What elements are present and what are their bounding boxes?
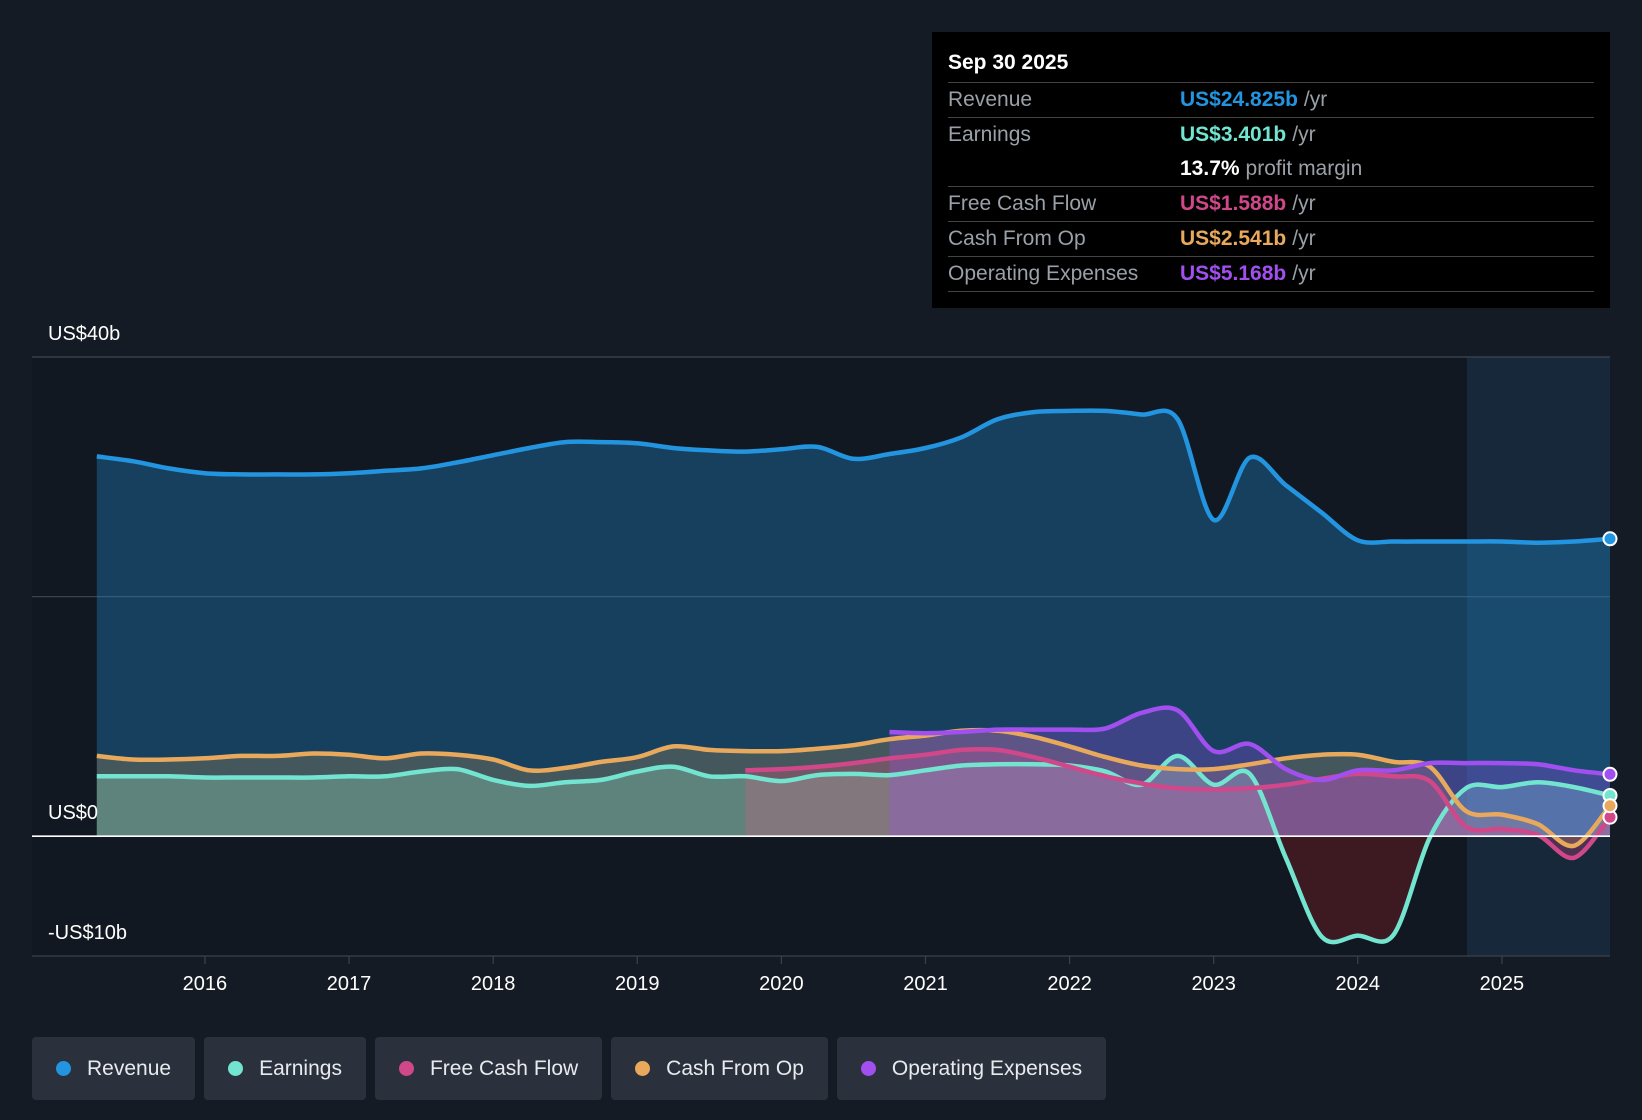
tooltip-unit: /yr bbox=[1292, 227, 1316, 250]
x-tick-label: 2023 bbox=[1191, 973, 1236, 995]
legend: Revenue Earnings Free Cash Flow Cash From O… bbox=[32, 1037, 1107, 1100]
tooltip-row: Cash From Op US$2.541b/yr bbox=[948, 222, 1594, 257]
legend-item[interactable]: Cash From Op bbox=[611, 1037, 828, 1100]
area bbox=[96, 730, 1610, 847]
x-tick-label: 2017 bbox=[327, 973, 372, 995]
tooltip-row: 13.7% profit margin bbox=[948, 152, 1594, 187]
tooltip-label bbox=[948, 152, 1180, 186]
x-tick-label: 2021 bbox=[903, 973, 948, 995]
legend-item[interactable]: Free Cash Flow bbox=[374, 1037, 603, 1100]
line bbox=[745, 746, 1612, 861]
tooltip-value: US$2.541b bbox=[1180, 227, 1287, 250]
tooltip-label: Earnings bbox=[948, 123, 1031, 146]
tooltip-label: Revenue bbox=[948, 88, 1033, 111]
tooltip-unit: /yr bbox=[1303, 88, 1328, 111]
legend-swatch bbox=[635, 1061, 651, 1076]
x-tick-label: 2025 bbox=[1480, 973, 1525, 995]
tooltip-unit: profit margin bbox=[1245, 157, 1363, 180]
tooltip-value: US$3.401b bbox=[1180, 123, 1287, 146]
line bbox=[96, 753, 1611, 945]
tooltip-row: Free Cash Flow US$1.588b/yr bbox=[948, 187, 1594, 222]
x-tick-label: 2016 bbox=[183, 973, 228, 995]
tooltip: Sep 30 2025 Revenue US$24.825b/yr Earnings U… bbox=[932, 32, 1610, 308]
y-tick-label: US$0 bbox=[48, 802, 98, 824]
area bbox=[96, 410, 1610, 837]
tooltip-row: Operating Expenses US$5.168b/yr bbox=[948, 257, 1594, 292]
x-tick-label: 2024 bbox=[1336, 973, 1381, 995]
tooltip-unit: /yr bbox=[1292, 192, 1316, 215]
area-negative bbox=[1277, 836, 1431, 943]
legend-label: Earnings bbox=[259, 1056, 342, 1080]
tooltip-label: Operating Expenses bbox=[948, 262, 1139, 285]
line bbox=[96, 408, 1611, 545]
tooltip-value: US$24.825b bbox=[1180, 88, 1298, 111]
tooltip-value: US$1.588b bbox=[1180, 192, 1287, 215]
legend-swatch bbox=[228, 1061, 244, 1076]
y-tick-label: US$40b bbox=[48, 323, 120, 345]
legend-swatch bbox=[398, 1061, 414, 1076]
tooltip-row: Earnings US$3.401b/yr bbox=[948, 118, 1594, 152]
tooltip-row: Revenue US$24.825b/yr bbox=[948, 83, 1594, 118]
x-tick-label: 2022 bbox=[1047, 973, 1092, 995]
legend-label: Free Cash Flow bbox=[429, 1056, 579, 1080]
recent-band bbox=[1467, 357, 1610, 956]
legend-swatch bbox=[860, 1061, 876, 1076]
end-point bbox=[1602, 766, 1618, 782]
line bbox=[96, 727, 1612, 849]
legend-label: Operating Expenses bbox=[891, 1056, 1083, 1080]
tooltip-date: Sep 30 2025 bbox=[948, 46, 1594, 83]
legend-swatch bbox=[56, 1061, 71, 1076]
tooltip-value: 13.7% bbox=[1180, 157, 1240, 180]
tooltip-unit: /yr bbox=[1292, 123, 1316, 146]
x-tick-label: 2020 bbox=[759, 973, 804, 995]
legend-label: Cash From Op bbox=[666, 1056, 804, 1080]
end-point bbox=[1602, 531, 1618, 547]
x-tick-label: 2019 bbox=[615, 973, 660, 995]
x-tick-label: 2018 bbox=[471, 973, 516, 995]
tooltip-label: Cash From Op bbox=[948, 227, 1086, 250]
legend-item[interactable]: Operating Expenses bbox=[836, 1037, 1107, 1100]
tooltip-value: US$5.168b bbox=[1180, 262, 1287, 285]
tooltip-unit: /yr bbox=[1292, 262, 1316, 285]
legend-item[interactable]: Revenue bbox=[32, 1037, 196, 1100]
end-point bbox=[1602, 798, 1618, 814]
legend-label: Revenue bbox=[87, 1056, 172, 1080]
y-tick-label: -US$10b bbox=[48, 922, 127, 944]
tooltip-label: Free Cash Flow bbox=[948, 192, 1097, 215]
legend-item[interactable]: Earnings bbox=[204, 1037, 366, 1100]
line bbox=[889, 705, 1611, 783]
